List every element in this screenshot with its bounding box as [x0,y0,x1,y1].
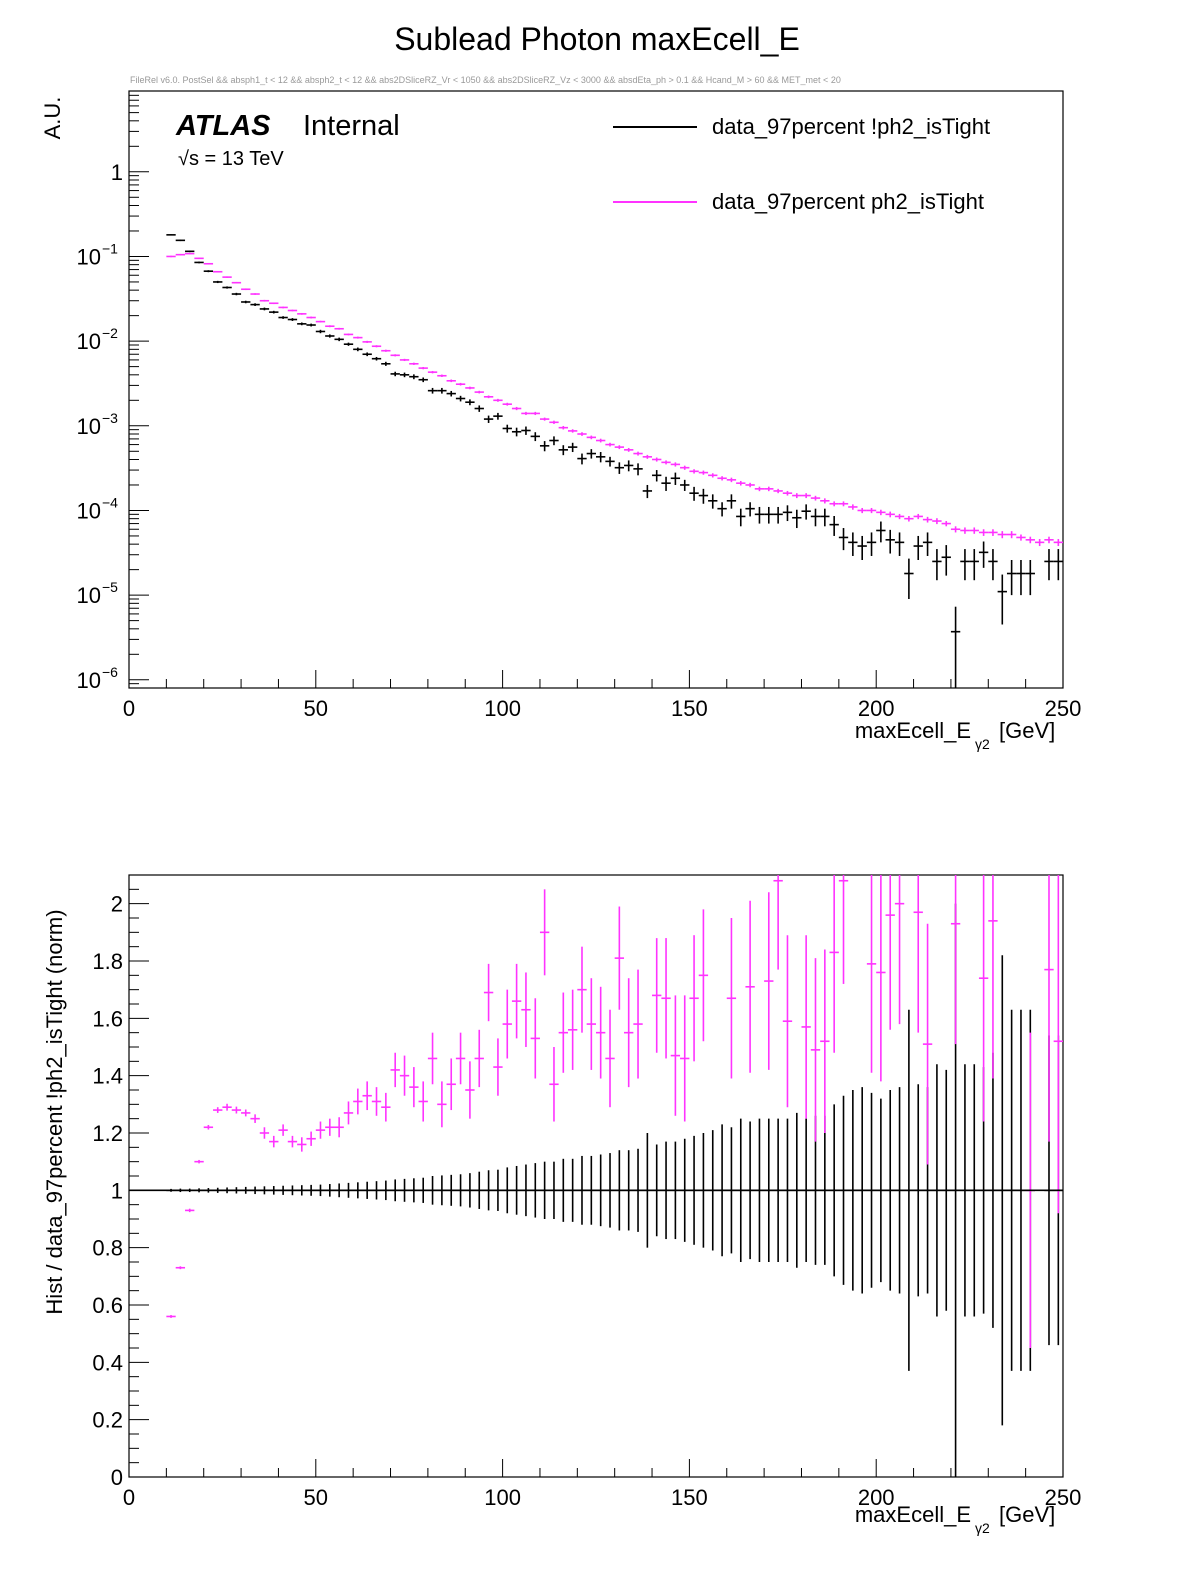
top-x-tick-label: 50 [304,696,328,721]
bottom-x-tick-label: 150 [671,1485,708,1510]
bottom-axes: 0 50 100 150 200 250 0 0.2 0.4 0.6 0.8 1 1.2 1.4 1.6 1.… [92,874,1082,1510]
atlas-label: ATLAS [175,110,271,142]
bottom-x-tick-label: 0 [123,1485,135,1510]
bottom-x-label-unit: [GeV] [999,1502,1055,1527]
top-y-tick-label: 10 [77,668,101,693]
top-x-axis-label: maxEcell_E γ2 [GeV] [855,718,1055,752]
top-x-tick-label: 100 [484,696,521,721]
bottom-y-tick-label: 0.8 [92,1236,123,1261]
chart-title: Sublead Photon maxEcell_E [394,21,800,57]
top-plot-frame [128,90,1064,689]
top-x-tick-label: 0 [123,696,135,721]
bottom-x-label-sub: γ2 [975,1520,990,1536]
bottom-y-tick-label: 0.4 [92,1350,123,1375]
energy-label: √s = 13 TeV [178,148,284,170]
top-y-tick-label: 10 [77,414,101,439]
bottom-x-tick-label: 200 [858,1485,895,1510]
top-y-tick-label: 10 [77,498,101,523]
top-y-tick-exponent: −4 [102,494,118,510]
bottom-y-tick-label: 1 [111,1178,123,1203]
bottom-y-tick-label: 0 [111,1465,123,1490]
legend-label-tight: data_97percent ph2_isTight [712,189,984,214]
top-y-tick-label: 10 [77,244,101,269]
top-x-label-unit: [GeV] [999,718,1055,743]
top-x-tick-label: 200 [858,696,895,721]
legend-label-data: data_97percent !ph2_isTight [712,114,990,139]
bottom-y-axis-label: Hist / data_97percent !ph2_isTight (norm… [42,909,67,1314]
bottom-y-tick-label: 0.2 [92,1408,123,1433]
bottom-y-tick-label: 0.6 [92,1293,123,1318]
bottom-y-tick-label: 1.2 [92,1121,123,1146]
top-y-tick-exponent: −1 [102,240,118,256]
top-y-tick-label: 10 [77,329,101,354]
bottom-x-tick-label: 50 [304,1485,328,1510]
bottom-y-tick-label: 1.8 [92,949,123,974]
atlas-status: Internal [303,110,400,142]
top-y-tick-exponent: −5 [102,579,118,595]
bottom-y-tick-label: 2 [111,892,123,917]
top-series [166,234,1063,688]
bottom-panel: 0 50 100 150 200 250 0 0.2 0.4 0.6 0.8 1 1.2 1.4 1.6 1.… [42,874,1082,1536]
bottom-x-label-main: maxEcell_E [855,1502,971,1527]
top-x-tick-label: 150 [671,696,708,721]
top-y-tick-label: 1 [111,160,123,185]
top-y-tick-exponent: −6 [102,664,118,680]
bottom-x-tick-label: 250 [1045,1485,1082,1510]
top-x-tick-label: 250 [1045,696,1082,721]
top-y-tick-exponent: −3 [102,410,118,426]
legend: data_97percent !ph2_isTight data_97perce… [613,114,990,214]
bottom-x-axis-label: maxEcell_E γ2 [GeV] [855,1502,1055,1536]
top-y-axis-label: A.U. [40,97,65,140]
top-x-label-main: maxEcell_E [855,718,971,743]
bottom-x-tick-label: 100 [484,1485,521,1510]
bottom-series [129,875,1063,1477]
top-panel: 0 50 100 150 200 250110−110−210−310−410−510−6… [40,90,1082,752]
top-y-tick-label: 10 [77,583,101,608]
cut-string: FileRel v6.0. PostSel && absph1_t < 12 &… [130,75,841,85]
top-y-tick-exponent: −2 [102,325,118,341]
top-x-label-sub: γ2 [975,736,990,752]
bottom-y-tick-label: 1.4 [92,1064,123,1089]
bottom-y-tick-label: 1.6 [92,1006,123,1031]
